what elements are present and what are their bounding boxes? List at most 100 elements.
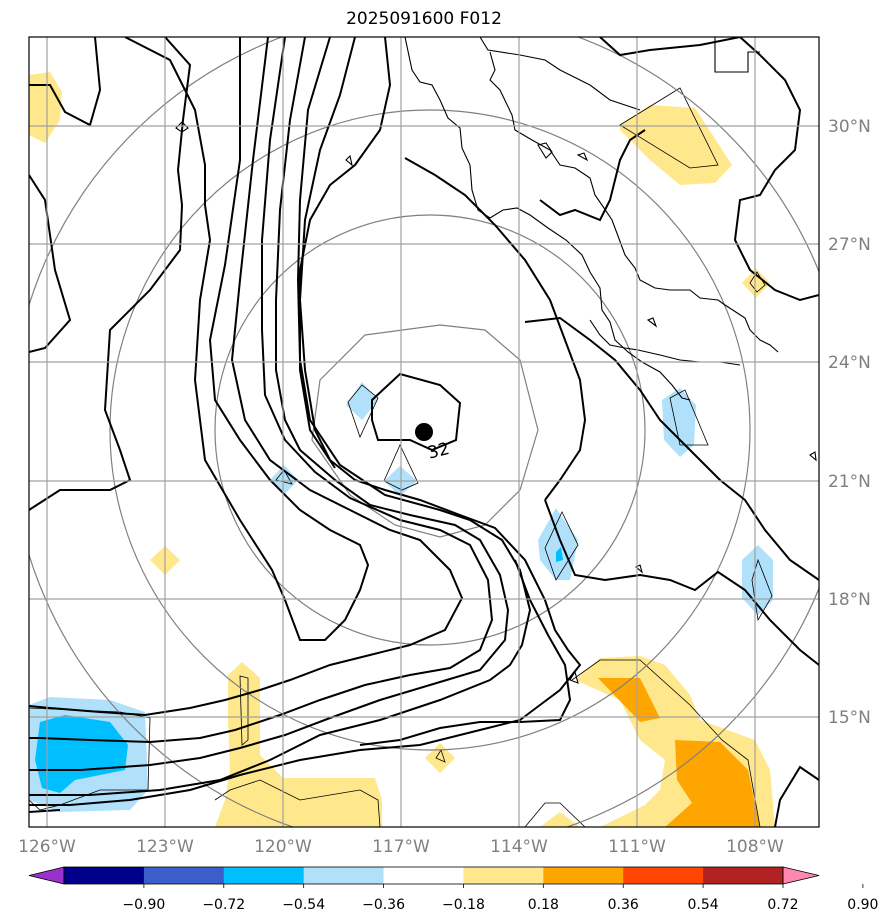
colorbar-swatch: [703, 867, 784, 884]
colorbar-tick-label: 0.90: [847, 897, 878, 913]
longitude-label: 120°W: [254, 837, 312, 857]
map-plot-area: [29, 37, 819, 827]
longitude-label: 111°W: [608, 837, 666, 857]
shade-negative-east-b-core: [556, 547, 563, 562]
range-ring-3: [109, 109, 751, 751]
baja-coast-east: [489, 51, 779, 353]
us-mexico-border: [479, 37, 641, 111]
colorbar-tick-label: −0.72: [202, 897, 245, 913]
latitude-label: 15°N: [828, 708, 871, 728]
height-contour-east: [524, 316, 819, 581]
colorbar-frame: [63, 866, 784, 885]
island-7: [635, 564, 644, 574]
baja-coast-west: [404, 37, 691, 401]
colorbar-tick-label: −0.54: [282, 897, 325, 913]
range-ring-2: [214, 214, 646, 646]
range-ring-1: [311, 324, 539, 538]
shade-positive-nw: [29, 72, 62, 143]
island-4: [175, 121, 189, 133]
colorbar-tick-label: −0.90: [122, 897, 165, 913]
colorbar-swatch: [383, 867, 464, 884]
coastlines: [175, 37, 817, 684]
height-contour-5: [29, 37, 494, 744]
height-contours: [29, 37, 819, 827]
thin-contour-south-b: [214, 779, 381, 827]
colorbar-tick-label: 0.54: [688, 897, 719, 913]
thin-contour-sw-yellow: [239, 675, 249, 746]
latitude-labels: 30°N 27°N 24°N 21°N 18°N 15°N: [828, 117, 871, 728]
latitude-label: 21°N: [828, 472, 871, 492]
shade-positive-ne: [620, 105, 732, 185]
island-5: [646, 317, 658, 328]
colorbar-extend-min: [28, 866, 65, 885]
colorbar-swatch: [223, 867, 305, 884]
height-contour-se-edge: [774, 765, 819, 827]
longitude-label: 108°W: [726, 837, 784, 857]
thin-contour-east-b: [544, 511, 579, 581]
coast-sw-pt: [569, 670, 579, 684]
colorbar-tick-label: 0.36: [608, 897, 639, 913]
thin-contour-ne: [619, 87, 719, 169]
colorbar-swatch: [303, 867, 385, 884]
island-6: [809, 451, 817, 462]
shade-negative-east-b: [538, 508, 578, 580]
thin-contour-west-dot: [275, 469, 293, 485]
colorbar-tick-label: 0.72: [767, 897, 798, 913]
longitude-label: 126°W: [18, 837, 76, 857]
height-contour-mid-south: [359, 559, 572, 746]
latitude-label: 27°N: [828, 235, 871, 255]
height-contour-4: [29, 37, 464, 717]
colorbar-extend-max: [782, 866, 820, 885]
height-contour-west-3: [124, 37, 370, 641]
height-contour-9: [299, 37, 392, 469]
shade-orange-se-b: [665, 740, 760, 827]
longitude-labels: 126°W 123°W 120°W 117°W 114°W 111°W 108°W: [18, 837, 784, 857]
colorbar-swatch: [543, 867, 624, 884]
colorbar-swatch: [64, 867, 145, 884]
island-3: [576, 152, 589, 162]
colorbar-swatch: [143, 867, 225, 884]
shade-positive-east-dot: [742, 268, 770, 298]
shade-positive-south-dot: [425, 743, 455, 773]
colorbar-swatch: [463, 867, 544, 884]
colorbar-tick-label: 0.18: [528, 897, 559, 913]
thin-contour-south: [524, 802, 586, 827]
lat-lon-grid: [29, 37, 819, 827]
latitude-label: 18°N: [828, 590, 871, 610]
latitude-label: 24°N: [828, 353, 871, 373]
height-contour-south-se: [544, 499, 819, 666]
longitude-label: 117°W: [372, 837, 430, 857]
height-contour-7: [29, 37, 532, 796]
storm-center-marker: [415, 423, 433, 441]
height-contour-ring: [404, 157, 587, 501]
thin-contour-east-a: [669, 389, 709, 446]
height-contour-6: [29, 37, 510, 771]
colorbar: −0.90 −0.72 −0.54 −0.36 −0.18 0.18 0.36 0.54 0.7…: [28, 866, 878, 913]
thin-contour-se: [571, 659, 761, 827]
height-contour-west-2: [29, 37, 192, 511]
colorbar-tick-label: −0.36: [362, 897, 405, 913]
latitude-label: 30°N: [828, 117, 871, 137]
map-frame: [28, 36, 820, 828]
colorbar-tick-label: −0.18: [442, 897, 485, 913]
shade-negative-center-a: [346, 382, 378, 420]
shade-positive-south: [540, 812, 580, 827]
range-rings: [29, 37, 819, 827]
thin-contour-east-c: [751, 558, 773, 622]
height-contour-center-low: [371, 372, 462, 452]
chart-title: 2025091600 F012: [346, 9, 502, 29]
thin-contour-south-dot: [435, 749, 446, 763]
island-2: [537, 142, 553, 159]
height-contour-west-1: [29, 174, 72, 353]
longitude-label: 123°W: [136, 837, 194, 857]
shade-orange-se-a: [598, 678, 660, 722]
shade-negative-east-c: [742, 545, 773, 615]
thin-contour-center-a: [347, 384, 379, 439]
shaded-field: [29, 72, 775, 827]
thin-contour-center-b: [383, 444, 419, 491]
height-contour-8: [29, 37, 582, 806]
shade-negative-east-a: [662, 388, 696, 457]
longitude-label: 114°W: [490, 837, 548, 857]
island-1: [345, 154, 353, 167]
height-contour-sw-edge: [29, 809, 61, 813]
